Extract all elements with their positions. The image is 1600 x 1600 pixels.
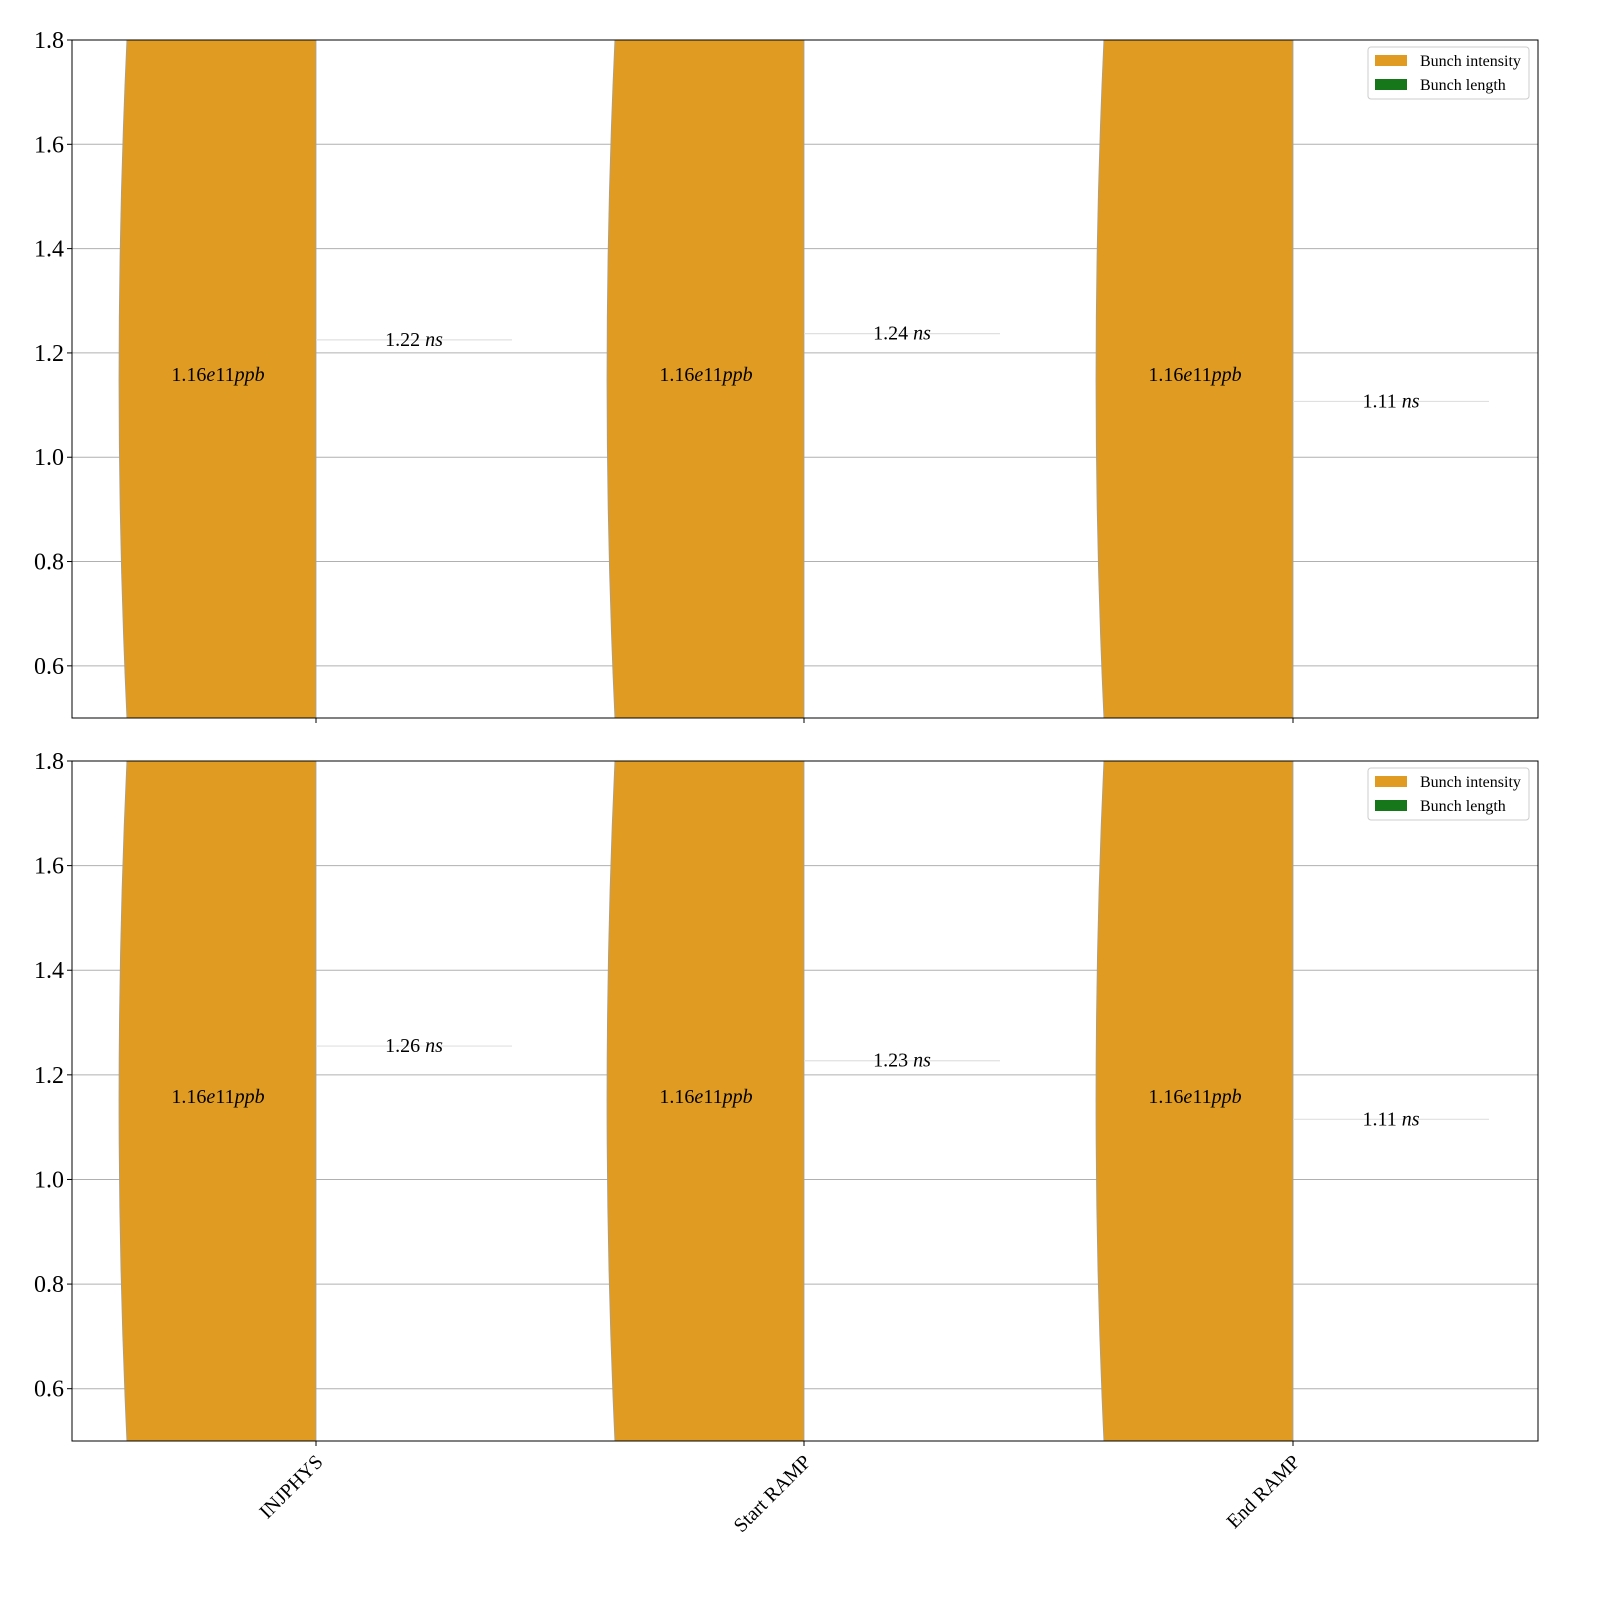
chart-panel-1: 0.6 0.8 1.0 1.2 1.4 1.6 1.8 1.16e11ppb 1.16e11pp… bbox=[34, 28, 1539, 723]
bunch-intensity-label: 1.16e11ppb bbox=[1148, 1086, 1241, 1108]
y-tick-label: 1.4 bbox=[34, 237, 64, 263]
y-tick-label: 0.6 bbox=[34, 654, 64, 680]
bunch-intensity-label: 1.16e11ppb bbox=[659, 364, 752, 386]
y-tick-label: 1.2 bbox=[34, 1063, 64, 1089]
bunch-intensity-label: 1.16e11ppb bbox=[1148, 364, 1241, 386]
y-tick-label: 1.0 bbox=[34, 1167, 64, 1193]
x-tick-label: INJPHYS bbox=[255, 1451, 327, 1523]
y-tick-label: 0.8 bbox=[34, 550, 64, 576]
legend-label: Bunch intensity bbox=[1420, 53, 1521, 70]
legend-label: Bunch intensity bbox=[1420, 774, 1521, 791]
y-tick-label: 1.2 bbox=[34, 341, 64, 367]
x-tick-label: End RAMP bbox=[1223, 1451, 1305, 1533]
bunch-intensity-violin bbox=[606, 40, 805, 718]
bunch-length-label: 1.22 ns bbox=[385, 329, 443, 351]
bunch-length-label: 1.24 ns bbox=[873, 323, 931, 345]
bunch-intensity-violin bbox=[1095, 40, 1294, 718]
bunch-length-label: 1.23 ns bbox=[873, 1050, 931, 1072]
legend: Bunch intensity Bunch length bbox=[1367, 46, 1530, 100]
x-tick-label: Start RAMP bbox=[730, 1451, 816, 1537]
legend-swatch bbox=[1375, 79, 1407, 90]
legend-swatch bbox=[1375, 55, 1407, 66]
y-tick-label: 1.8 bbox=[34, 28, 64, 54]
y-tick-label: 0.6 bbox=[34, 1377, 64, 1403]
y-tick-label: 1.6 bbox=[34, 854, 64, 880]
bunch-intensity-violin bbox=[118, 40, 317, 718]
legend-swatch bbox=[1375, 776, 1407, 787]
bunch-intensity-violin bbox=[118, 761, 317, 1441]
bunch-length-label: 1.11 ns bbox=[1362, 390, 1419, 412]
bunch-intensity-violin bbox=[606, 761, 805, 1441]
legend: Bunch intensity Bunch length bbox=[1367, 767, 1530, 821]
legend-swatch bbox=[1375, 800, 1407, 811]
y-tick-label: 1.0 bbox=[34, 445, 64, 471]
panel-content bbox=[118, 761, 1489, 1441]
bunch-length-label: 1.11 ns bbox=[1362, 1108, 1419, 1130]
legend-box bbox=[1367, 46, 1530, 100]
bunch-intensity-label: 1.16e11ppb bbox=[659, 1086, 752, 1108]
axes-frame bbox=[71, 760, 1539, 1442]
legend-label: Bunch length bbox=[1420, 798, 1506, 815]
legend-label: Bunch length bbox=[1420, 77, 1506, 94]
y-tick-label: 1.8 bbox=[34, 749, 64, 775]
axes-frame bbox=[71, 39, 1539, 719]
bunch-intensity-label: 1.16e11ppb bbox=[171, 1086, 264, 1108]
y-tick-label: 1.4 bbox=[34, 958, 64, 984]
chart-panel-2: 0.6 0.8 1.0 1.2 1.4 1.6 1.8 1.16e11ppb 1.16e11pp… bbox=[34, 749, 1539, 1537]
y-tick-label: 0.8 bbox=[34, 1272, 64, 1298]
panel-content bbox=[118, 40, 1489, 718]
bunch-length-label: 1.26 ns bbox=[385, 1035, 443, 1057]
bunch-intensity-label: 1.16e11ppb bbox=[171, 364, 264, 386]
y-tick-label: 1.6 bbox=[34, 132, 64, 158]
legend-box bbox=[1367, 767, 1530, 821]
bunch-intensity-violin bbox=[1095, 761, 1294, 1441]
